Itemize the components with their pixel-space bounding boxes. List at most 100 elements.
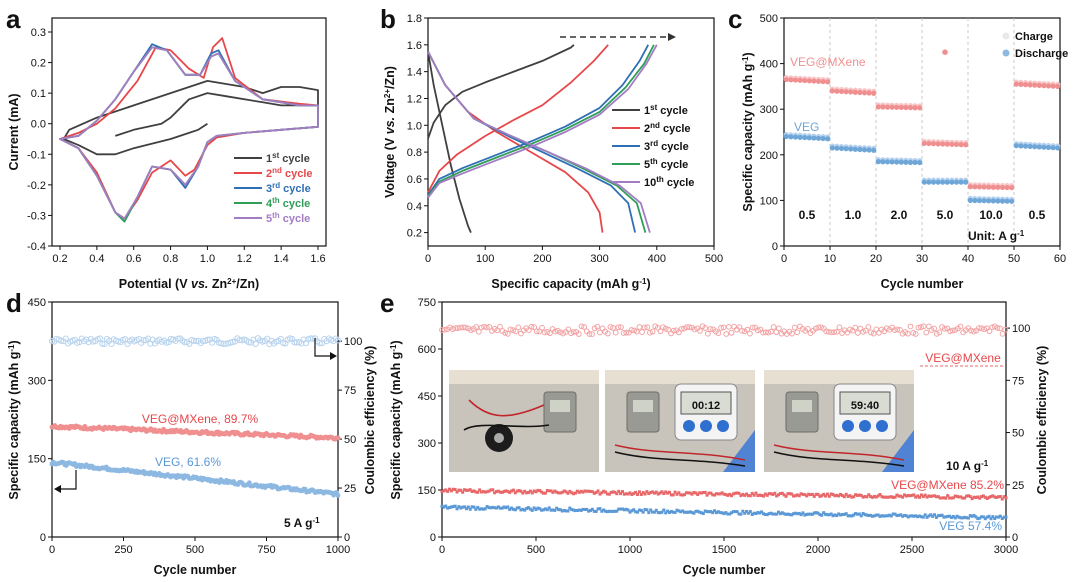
panel-e-ce-point [607, 324, 614, 330]
panel-e-capacity-point [824, 494, 828, 498]
panel-e-capacity-point [963, 496, 967, 500]
panel-e-capacity-point [664, 490, 668, 494]
panel-e-ce-point [907, 323, 914, 330]
panel-e-capacity-point [914, 514, 918, 518]
panel-e-capacity-point [788, 513, 792, 517]
panel-e-capacity-point [634, 490, 638, 494]
panel-e-capacity-point [938, 513, 942, 517]
panel-c-outlier-point [942, 49, 948, 55]
panel-c-discharge-point [1050, 83, 1056, 89]
panel-e-capacity-point [728, 512, 732, 516]
panel-e-capacity-point [607, 509, 611, 513]
timer-button [876, 420, 888, 432]
panel-c-discharge-point [884, 159, 891, 165]
panel-c-discharge-point [1013, 143, 1019, 149]
panel-e-ce-point [691, 326, 698, 333]
panel-e-ce-point [578, 323, 585, 330]
panel-e-capacity-point [664, 511, 668, 515]
panel-c-discharge-point [1022, 82, 1029, 88]
panel-c-ylabel-part: Specific capacity (mAh g [741, 64, 755, 212]
panel-e-capacity-point [837, 512, 841, 516]
panel-e-capacity-point [464, 488, 468, 492]
panel-e-capacity-point [677, 509, 681, 513]
panel-c-discharge-point [907, 105, 914, 111]
panel-e-capacity-point [647, 511, 651, 515]
panel-e-capacity-point [946, 514, 950, 518]
panel-e-capacity-point [459, 506, 463, 510]
panel-e-capacity-point [705, 493, 709, 497]
panel-c-ylabel: Specific capacity (mAh g-1) [741, 52, 756, 211]
panel-e-capacity-point [837, 494, 841, 498]
panel-d-y2tick-label: 75 [344, 385, 356, 397]
panel-e-capacity-point [694, 509, 698, 513]
panel-c-xtick-label: 50 [1008, 253, 1020, 265]
panel-e-capacity-point [724, 511, 728, 515]
panel-a-legend-label-part: cycle [280, 198, 311, 210]
panel-e-ce-point [715, 330, 722, 337]
panel-e-capacity-point [872, 494, 876, 498]
panel-a-legend-label-part: 3 [266, 183, 272, 195]
panel-e-capacity-point [673, 510, 677, 514]
panel-e-capacity-point [854, 512, 858, 516]
panel-e-capacity-point [848, 514, 852, 518]
panel-c-discharge-point [944, 179, 950, 185]
panel-e-capacity-point [891, 496, 895, 500]
panel-e-photo-timer-start: 00:12 [605, 370, 755, 472]
panel-e-capacity-point [528, 507, 532, 511]
panel-e-capacity-point [820, 513, 824, 517]
panel-e-capacity-point [765, 493, 769, 497]
panel-c-discharge-point [1032, 82, 1038, 88]
panel-e-capacity-point [468, 488, 472, 492]
panel-c-discharge-point [797, 77, 803, 83]
panel-c-discharge-point [1045, 83, 1052, 89]
panel-e-ytick-label: 300 [418, 438, 436, 450]
photo-paper-strip [605, 370, 755, 384]
panel-e-ce-point [618, 324, 624, 331]
panel-e-capacity-point [542, 491, 546, 495]
panel-c-ytick-label: 300 [760, 104, 778, 116]
panel-e-capacity-point [681, 509, 685, 513]
panel-b-legend-label-part: cycle [657, 105, 688, 117]
panel-e-capacity-point [857, 493, 861, 497]
panel-e-capacity-point [545, 508, 549, 512]
panel-e-capacity-point [476, 505, 480, 509]
panel-e-ce-point [936, 329, 943, 336]
panel-e-capacity-point [479, 490, 483, 494]
panel-e-capacity-point [472, 489, 476, 493]
panel-c-rate-label: 0.5 [799, 208, 816, 222]
panel-e-ce-point [791, 324, 798, 331]
panel-e-ce-point [976, 325, 982, 331]
panel-d-label-mxene: VEG@MXene, 89.7% [142, 412, 259, 426]
panel-e-capacity-point [743, 511, 747, 515]
panel-e-capacity-point [733, 491, 737, 495]
panel-d-ce-point [101, 340, 108, 348]
panel-c-discharge-point [815, 135, 822, 141]
panel-c-discharge-point [1055, 83, 1061, 89]
panel-e-capacity-point [660, 490, 664, 494]
panel-e-capacity-point [808, 512, 812, 516]
panel-e-capacity-point [923, 513, 927, 517]
panel-e-capacity-point [440, 504, 444, 508]
panel-c-ytick-label: 400 [760, 59, 778, 71]
panel-c-discharge-point [999, 198, 1006, 204]
panel-e-capacity-point [536, 488, 540, 492]
panel-e-capacity-point [699, 491, 703, 495]
panel-e-capacity-point [756, 494, 760, 498]
panel-e-capacity-point [961, 516, 965, 520]
panel-e-capacity-point [598, 492, 602, 496]
panel-e-capacity-point [921, 495, 925, 499]
panel-c-discharge-point [972, 197, 978, 204]
panel-e-capacity-point [782, 512, 786, 516]
panel-e-capacity-point [933, 494, 937, 498]
hygrometer-screen [633, 400, 653, 412]
panel-e-capacity-point [893, 495, 897, 499]
panel-a-ytick-label: 0.1 [31, 88, 46, 100]
panel-e-capacity-point [585, 507, 589, 511]
panel-e-capacity-point [592, 509, 596, 513]
panel-e-capacity-point [931, 514, 935, 518]
panel-e-ce-point [697, 328, 703, 334]
panel-e-capacity-point [683, 493, 687, 497]
panel-e-capacity-point [609, 490, 613, 494]
panel-e-ce-point [833, 328, 840, 335]
panel-e-capacity-point [510, 506, 514, 510]
